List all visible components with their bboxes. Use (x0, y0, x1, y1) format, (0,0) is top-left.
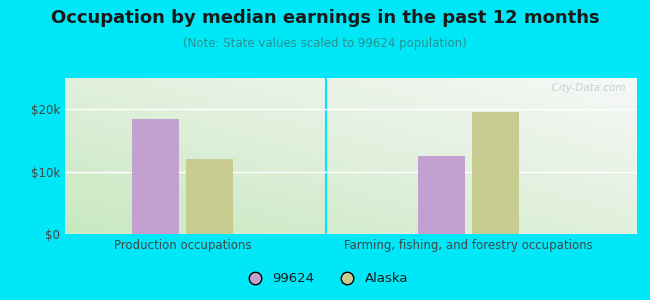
Text: Occupation by median earnings in the past 12 months: Occupation by median earnings in the pas… (51, 9, 599, 27)
Bar (419, 156, 465, 234)
Bar (472, 112, 519, 234)
Text: (Note: State values scaled to 99624 population): (Note: State values scaled to 99624 popu… (183, 38, 467, 50)
Legend: 99624, Alaska: 99624, Alaska (237, 267, 413, 290)
Text: City-Data.com: City-Data.com (545, 83, 625, 93)
Bar (133, 118, 179, 234)
Bar (186, 159, 233, 234)
